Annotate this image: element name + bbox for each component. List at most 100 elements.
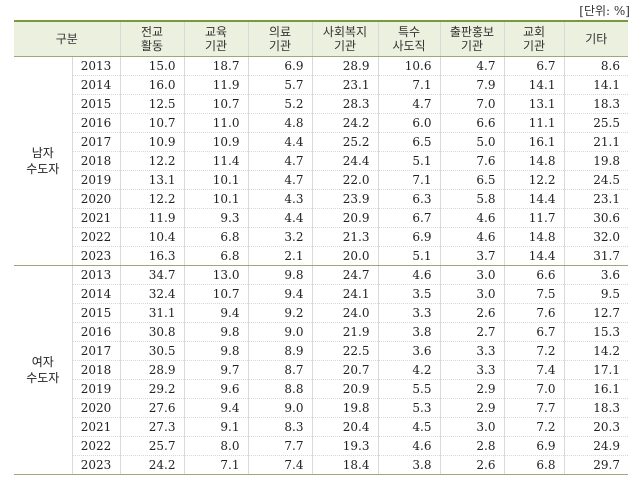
value-cell: 20.9 [311,208,378,228]
value-cell: 30.6 [563,208,628,228]
value-cell: 5.7 [247,75,312,95]
value-cell: 9.0 [247,398,312,418]
value-cell: 7.6 [503,303,564,323]
value-cell: 2.9 [439,398,504,418]
table-body: 남자 수도자 2013 15.0 18.7 6.9 28.9 10.6 4.7 6.7 8.6 201… [14,56,628,475]
year-cell: 2019 [71,170,120,190]
year-cell: 2022 [71,227,120,247]
value-cell: 6.7 [503,56,564,76]
value-cell: 4.5 [377,417,440,437]
value-cell: 7.4 [247,455,312,475]
value-cell: 13.1 [503,94,564,114]
value-cell: 3.3 [377,303,440,323]
value-cell: 11.9 [183,75,248,95]
value-cell: 7.2 [503,417,564,437]
value-cell: 24.2 [119,455,184,475]
value-cell: 9.8 [247,265,312,285]
value-cell: 10.7 [183,284,248,304]
value-cell: 18.4 [311,455,378,475]
year-cell: 2018 [71,151,120,171]
value-cell: 8.9 [247,341,312,361]
value-cell: 24.5 [563,170,628,190]
header-line: 기관 [460,39,484,53]
value-cell: 9.8 [183,341,248,361]
value-cell: 3.8 [377,322,440,342]
value-cell: 34.7 [119,265,184,285]
group-label-line: 여자 [31,355,54,369]
value-cell: 7.5 [503,284,564,304]
table-row: 2019 29.2 9.6 8.8 20.9 5.5 2.9 7.0 16.1 [14,379,628,399]
value-cell: 23.9 [311,189,378,209]
value-cell: 10.7 [183,94,248,114]
table-row: 2014 32.4 10.7 9.4 24.1 3.5 3.0 7.5 9.5 [14,284,628,304]
value-cell: 14.4 [503,189,564,209]
value-cell: 3.0 [439,417,504,437]
value-cell: 19.8 [563,151,628,171]
value-cell: 4.4 [247,208,312,228]
unit-label: [단위: %] [579,4,630,18]
value-cell: 3.0 [439,265,504,285]
value-cell: 7.1 [183,455,248,475]
value-cell: 6.7 [503,322,564,342]
value-cell: 6.8 [183,227,248,247]
value-cell: 5.3 [377,398,440,418]
value-cell: 6.7 [377,208,440,228]
header-line: 기관 [204,39,228,53]
year-cell: 2016 [71,322,120,342]
value-cell: 7.4 [503,360,564,380]
value-cell: 7.1 [377,75,440,95]
value-cell: 8.3 [247,417,312,437]
value-cell: 4.8 [247,113,312,133]
header-col-social-welfare: 사회복지 기관 [311,20,378,57]
table-row: 2022 10.4 6.8 3.2 21.3 6.9 4.6 14.8 32.0 [14,227,628,247]
value-cell: 14.8 [503,151,564,171]
value-cell: 9.4 [183,303,248,323]
value-cell: 8.0 [183,436,248,456]
value-cell: 24.0 [311,303,378,323]
header-line: 사도직 [392,39,426,53]
value-cell: 7.0 [503,379,564,399]
value-cell: 4.7 [247,151,312,171]
value-cell: 4.6 [439,208,504,228]
value-cell: 5.8 [439,189,504,209]
value-cell: 11.4 [183,151,248,171]
value-cell: 2.7 [439,322,504,342]
value-cell: 3.3 [439,360,504,380]
value-cell: 4.7 [377,94,440,114]
value-cell: 9.8 [183,322,248,342]
value-cell: 20.9 [311,379,378,399]
year-cell: 2017 [71,341,120,361]
value-cell: 6.3 [377,189,440,209]
value-cell: 9.1 [183,417,248,437]
table-row: 2020 12.2 10.1 4.3 23.9 6.3 5.8 14.4 23.1 [14,189,628,209]
value-cell: 4.6 [377,436,440,456]
year-cell: 2013 [71,265,120,285]
group-label: 남자 수도자 [14,56,72,266]
value-cell: 2.6 [439,303,504,323]
value-cell: 12.2 [503,170,564,190]
year-cell: 2016 [71,113,120,133]
value-cell: 16.0 [119,75,184,95]
value-cell: 7.6 [439,151,504,171]
value-cell: 10.4 [119,227,184,247]
value-cell: 5.5 [377,379,440,399]
year-cell: 2017 [71,132,120,152]
header-line: 기관 [522,39,546,53]
value-cell: 28.3 [311,94,378,114]
value-cell: 20.0 [311,246,378,266]
value-cell: 16.1 [503,132,564,152]
table-row: 2016 10.7 11.0 4.8 24.2 6.0 6.6 11.1 25.5 [14,113,628,133]
year-cell: 2020 [71,189,120,209]
value-cell: 9.0 [247,322,312,342]
value-cell: 19.3 [311,436,378,456]
value-cell: 30.5 [119,341,184,361]
value-cell: 3.7 [439,246,504,266]
value-cell: 14.1 [563,75,628,95]
value-cell: 18.3 [563,398,628,418]
value-cell: 14.2 [563,341,628,361]
value-cell: 21.3 [311,227,378,247]
value-cell: 30.8 [119,322,184,342]
value-cell: 10.1 [183,170,248,190]
table-row: 2017 10.9 10.9 4.4 25.2 6.5 5.0 16.1 21.1 [14,132,628,152]
value-cell: 6.9 [247,56,312,76]
